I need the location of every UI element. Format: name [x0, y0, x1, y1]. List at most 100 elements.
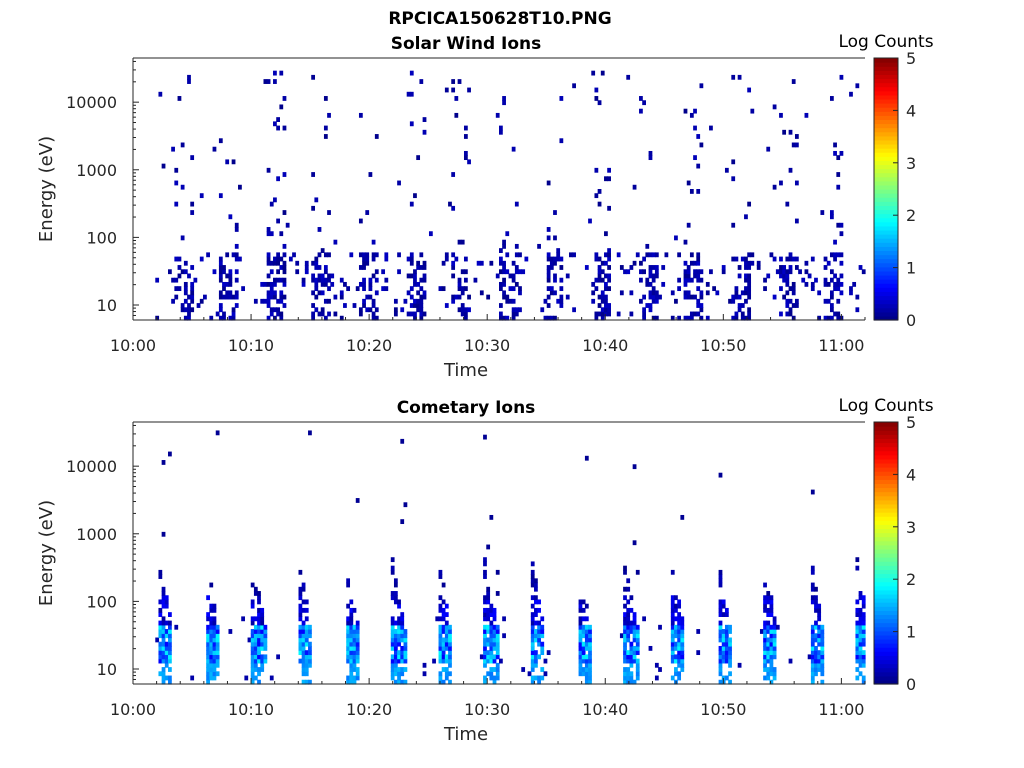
spectrogram-cell	[654, 269, 659, 275]
spectrogram-cell	[444, 612, 449, 617]
spectrogram-cell	[164, 633, 169, 639]
spectrogram-cell	[693, 108, 697, 114]
spectrogram-cell	[677, 662, 682, 668]
spectrogram-cell	[397, 667, 401, 672]
spectrogram-cell	[260, 637, 265, 643]
spectrogram-cell	[530, 637, 535, 643]
spectrogram-cell	[607, 277, 611, 283]
spectrogram-cell	[183, 307, 188, 313]
spectrogram-cell	[632, 679, 637, 685]
spectrogram-cell	[572, 307, 576, 313]
spectrogram-cell	[553, 277, 557, 283]
spectrogram-cell	[635, 569, 640, 575]
colorbar-segment	[874, 82, 898, 88]
spectrogram-cell	[457, 286, 462, 292]
spectrogram-cell	[282, 172, 287, 177]
spectrogram-cell	[530, 561, 535, 567]
spectrogram-cell	[829, 96, 834, 101]
spectrogram-cell	[540, 616, 545, 622]
spectrogram-cell	[269, 307, 274, 313]
spectrogram-cell	[769, 633, 774, 639]
spectrogram-cell	[311, 277, 316, 283]
colorbar-segment	[874, 74, 898, 80]
spectrogram-cell	[444, 256, 449, 262]
spectrogram-cell	[642, 616, 646, 622]
colorbar-segment	[874, 213, 898, 219]
spectrogram-cell	[212, 641, 217, 647]
spectrogram-cell	[276, 311, 280, 317]
spectrogram-cell	[693, 294, 697, 300]
spectrogram-cell	[266, 252, 271, 258]
spectrogram-cell	[820, 658, 825, 664]
spectrogram-cell	[537, 620, 541, 626]
spectrogram-cell	[858, 662, 863, 668]
colorbar-segment	[874, 225, 898, 231]
spectrogram-cell	[836, 277, 841, 283]
spectrogram-cell	[724, 645, 729, 651]
spectrogram-cell	[495, 591, 500, 596]
spectrogram-cell	[718, 671, 723, 677]
spectrogram-cell	[390, 641, 395, 647]
spectrogram-cell	[212, 667, 217, 672]
spectrogram-cell	[591, 281, 596, 287]
colorbar-tick-label: 0	[906, 311, 916, 330]
colorbar-segment	[874, 679, 898, 685]
spectrogram-cell	[511, 273, 516, 279]
spectrogram-cell	[187, 307, 191, 313]
spectrogram-cell	[518, 286, 522, 292]
spectrogram-cell	[782, 294, 787, 300]
spectrogram-cell	[304, 650, 309, 656]
spectrogram-cell	[661, 265, 666, 270]
spectrogram-cell	[155, 277, 160, 283]
spectrogram-cell	[358, 311, 363, 317]
spectrogram-cell	[763, 620, 767, 626]
spectrogram-cell	[438, 569, 443, 575]
spectrogram-cell	[260, 624, 265, 630]
spectrogram-cell	[257, 667, 261, 672]
spectrogram-cell	[441, 599, 446, 605]
spectrogram-cell	[639, 277, 643, 283]
spectrogram-cell	[374, 277, 379, 283]
spectrogram-cell	[215, 662, 220, 668]
spectrogram-cell	[209, 667, 214, 672]
spectrogram-cell	[626, 578, 631, 584]
spectrogram-cell	[330, 281, 335, 287]
spectrogram-cell	[810, 658, 815, 664]
spectrogram-cell	[810, 633, 815, 639]
spectrogram-cell	[782, 269, 787, 275]
spectrogram-cell	[282, 260, 287, 266]
spectrogram-cell	[444, 658, 449, 664]
spectrogram-cell	[588, 662, 592, 668]
spectrogram-cell	[604, 252, 608, 258]
spectrogram-cell	[629, 629, 634, 634]
spectrogram-cell	[731, 256, 736, 262]
spectrogram-cell	[314, 265, 319, 270]
spectrogram-cell	[861, 595, 866, 601]
spectrogram-cell	[209, 629, 214, 634]
spectrogram-cell	[537, 641, 541, 647]
colorbar-segment	[874, 148, 898, 153]
spectrogram-cell	[810, 286, 815, 292]
spectrogram-cell	[438, 616, 443, 622]
spectrogram-cell	[651, 286, 656, 292]
spectrogram-cell	[215, 637, 220, 643]
colorbar-segment	[874, 614, 898, 620]
spectrogram-cell	[180, 184, 185, 190]
spectrogram-cell	[177, 256, 182, 262]
spectrogram-cell	[384, 277, 389, 283]
spectrogram-cell	[502, 265, 506, 270]
spectrogram-cell	[670, 603, 675, 609]
spectrogram-cell	[514, 269, 519, 275]
spectrogram-cell	[607, 273, 611, 279]
spectrogram-cell	[483, 595, 487, 601]
spectrogram-cell	[489, 654, 494, 660]
spectrogram-cell	[728, 662, 732, 668]
spectrogram-cell	[721, 658, 726, 664]
spectrogram-cell	[839, 74, 844, 80]
spectrogram-cell	[651, 273, 656, 279]
spectrogram-cell	[645, 243, 650, 249]
spectrogram-cell	[588, 679, 592, 685]
spectrogram-cell	[670, 595, 675, 601]
spectrogram-cell	[588, 624, 592, 630]
spectrogram-cell	[718, 574, 723, 579]
